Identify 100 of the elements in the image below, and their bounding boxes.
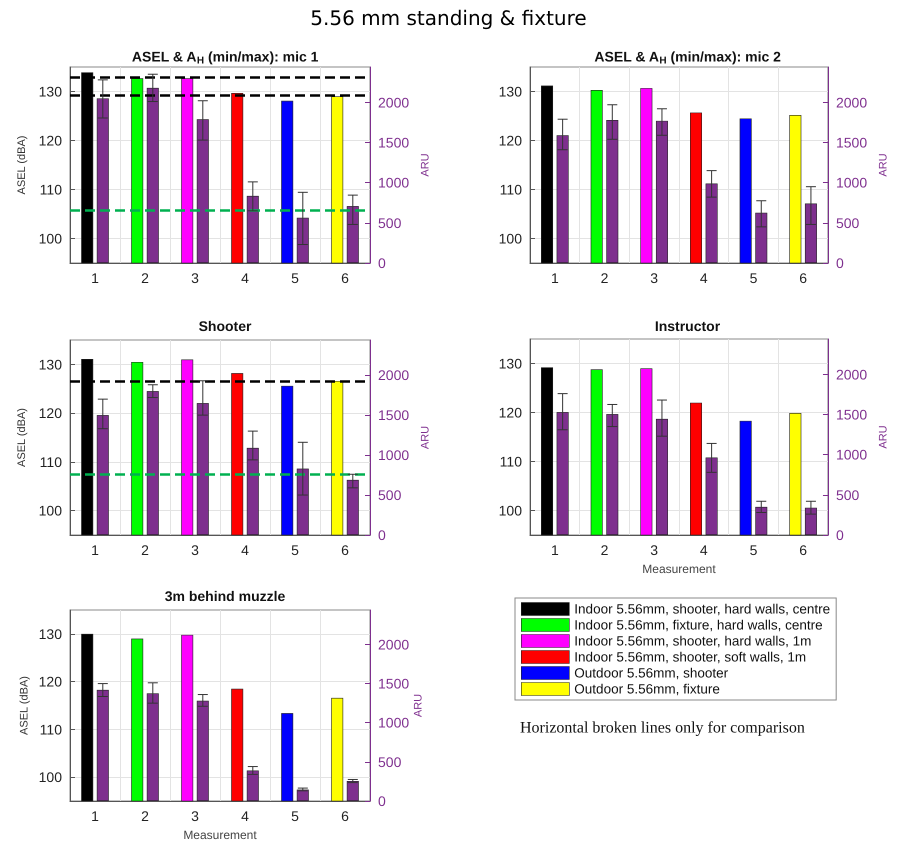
y2-tick-label: 1000: [378, 714, 410, 731]
bar: [296, 790, 309, 801]
bar: [96, 98, 109, 263]
x-tick-label: 3: [191, 270, 200, 286]
x-tick-label: 3: [650, 270, 658, 286]
y2-axis-title: ARU: [878, 153, 890, 177]
y2-tick-label: 500: [378, 214, 402, 231]
x-tick-label: 2: [600, 542, 609, 558]
bar: [656, 120, 668, 263]
y-tick-label: 100: [38, 769, 62, 786]
x-tick-label: 5: [291, 542, 300, 558]
chart-title: 3m behind muzzle: [164, 588, 286, 604]
y2-axis-title: ARU: [420, 426, 432, 450]
bar: [755, 506, 768, 535]
y2-tick-label: 0: [378, 527, 386, 543]
y-tick-label: 120: [38, 674, 62, 690]
bar: [556, 412, 569, 535]
y-tick-label: 130: [38, 84, 62, 100]
x-tick-label: 1: [550, 270, 559, 286]
bar: [196, 700, 209, 801]
bar: [606, 120, 618, 263]
y-tick-label: 110: [40, 454, 62, 470]
legend-label: Indoor 5.56mm, fixture, hard walls, centre: [574, 618, 823, 632]
bar: [96, 415, 109, 535]
y2-tick-label: 500: [378, 754, 402, 770]
bar: [196, 119, 209, 263]
x-tick-label: 1: [91, 808, 100, 824]
y2-tick-label: 1000: [836, 446, 868, 463]
x-tick-label: 3: [191, 808, 200, 824]
legend-label: Indoor 5.56mm, shooter, hard walls, 1m: [574, 634, 812, 648]
x-tick-label: 2: [141, 270, 150, 286]
y2-axis-title: ARU: [420, 153, 432, 177]
y2-tick-label: 1500: [378, 134, 410, 151]
bar: [246, 196, 259, 263]
y2-tick-label: 2000: [378, 367, 410, 384]
y-tick-label: 120: [38, 405, 62, 422]
chart-title: Shooter: [198, 318, 252, 334]
y2-tick-label: 1500: [378, 407, 410, 424]
x-tick-label: 2: [141, 808, 150, 824]
x-tick-label: 6: [341, 808, 350, 824]
y2-tick-label: 1000: [378, 447, 410, 464]
y-tick-label: 130: [38, 356, 62, 372]
y2-tick-label: 2000: [378, 94, 410, 110]
bar: [755, 212, 768, 263]
y-tick-label: 110: [500, 454, 522, 470]
y-tick-label: 120: [498, 404, 522, 420]
y2-tick-label: 0: [836, 255, 844, 271]
bar: [706, 183, 718, 263]
y-tick-label: 100: [498, 230, 522, 246]
text: Horizontal broken lines only for comparison: [520, 720, 805, 736]
x-tick-label: 1: [91, 270, 100, 286]
x-tick-label: 5: [750, 270, 758, 286]
bar: [296, 218, 309, 263]
y-tick-label: 130: [498, 84, 522, 100]
bar: [246, 770, 259, 801]
y2-tick-label: 1500: [836, 134, 868, 151]
x-tick-label: 4: [700, 270, 708, 286]
x-tick-label: 4: [241, 270, 250, 286]
x-tick-label: 3: [650, 542, 658, 558]
bar: [346, 206, 359, 263]
y-tick-label: 100: [498, 502, 522, 518]
y2-tick-label: 2000: [378, 636, 410, 652]
bar: [146, 693, 159, 801]
bar: [196, 403, 209, 535]
bar: [804, 508, 817, 535]
bar: [246, 448, 259, 535]
y2-tick-label: 1000: [378, 174, 410, 191]
y2-axis-title: ARU: [412, 694, 425, 718]
text: 5.56 mm standing & fixture: [309, 6, 588, 30]
x-tick-label: 2: [600, 270, 609, 286]
bar: [706, 457, 718, 535]
y-axis-title: ASEL (dBA): [18, 676, 30, 735]
y-tick-label: 130: [38, 626, 62, 642]
y2-tick-label: 2000: [836, 366, 868, 382]
y2-tick-label: 0: [378, 255, 386, 271]
bar: [296, 468, 309, 535]
x-tick-label: 5: [291, 270, 300, 286]
x-tick-label: 1: [91, 542, 100, 558]
y2-tick-label: 1000: [836, 174, 868, 191]
bar: [146, 88, 159, 263]
x-tick-label: 2: [141, 542, 150, 558]
y2-tick-label: 1500: [378, 676, 410, 692]
y-axis-title: ASEL (dBA): [16, 408, 28, 467]
y2-axis-title: ARU: [878, 425, 890, 449]
y2-tick-label: 500: [836, 486, 860, 503]
x-tick-label: 4: [241, 542, 250, 558]
legend-label: Indoor 5.56mm, shooter, hard walls, centre: [574, 602, 830, 616]
y2-tick-label: 1500: [836, 406, 868, 423]
y2-tick-label: 500: [836, 214, 860, 231]
x-tick-label: 6: [799, 542, 808, 558]
y-tick-label: 130: [498, 356, 522, 372]
legend-label: Outdoor 5.56mm, shooter: [574, 666, 729, 680]
x-tick-label: 3: [191, 542, 200, 558]
y2-tick-label: 2000: [836, 94, 868, 110]
legend-label: Indoor 5.56mm, shooter, soft walls, 1m: [574, 650, 806, 664]
x-axis-title: Measurement: [183, 828, 258, 842]
y-tick-label: 100: [38, 230, 62, 246]
x-tick-label: 4: [700, 542, 708, 558]
x-tick-label: 4: [241, 808, 250, 824]
y2-tick-label: 500: [378, 487, 402, 504]
